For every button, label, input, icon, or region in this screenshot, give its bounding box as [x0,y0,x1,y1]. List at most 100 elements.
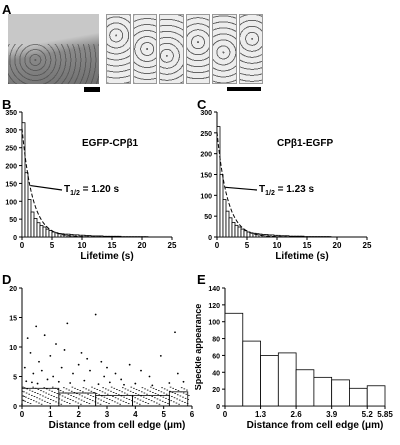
scatter-point-dense [144,402,147,403]
scatter-point-dense [67,393,70,395]
y-tick-label: 200 [5,164,17,171]
scatter-point-dense [147,403,150,405]
scatter-point-dense [93,392,95,393]
histogram-bar [219,174,224,238]
scatter-point-dense [137,394,140,396]
y-tick-label: 50 [9,217,17,224]
scatter-point-dense [68,389,70,391]
x-tick-label: 20 [138,241,147,250]
histogram-bar [33,218,38,238]
scatter-point [35,325,38,328]
scatter-point-dense [156,402,158,404]
y-tick-label: 100 [5,199,17,206]
x-tick-label: 5.2 [362,410,374,419]
scatter-point-dense [114,397,117,399]
scatter-point-dense [31,390,34,392]
scatter-point-dense [173,401,175,403]
scatter-point-dense [42,395,44,397]
scatter-point-dense [152,387,155,389]
scatter-point-dense [124,388,127,390]
scatter-point-dense [177,390,180,392]
scatter-point-dense [172,387,174,389]
scatter-point-dense [121,387,124,389]
scatter-point-dense [163,388,166,390]
scatter-point-dense [51,386,54,388]
scatter-point-dense [159,399,161,401]
scatter-point-dense [161,400,164,402]
lifetime-histogram-cpb1-egfp: 0 50 100 150 200 250 300 0 5 10 15 20 25 Lifetime (s)… [200,110,372,262]
scatter-point-dense [25,396,27,398]
scatter-point-dense [46,402,49,403]
scatter-point-dense [71,386,74,388]
scatter-point-dense [85,388,87,390]
x-tick-label: 1 [48,410,53,419]
scatter-point-dense [27,402,29,403]
scatter-point-dense [22,386,24,388]
histogram-bar [216,126,221,238]
histogram-bar [222,199,227,238]
scatter-point-dense [73,392,76,393]
scatter-point-dense [112,396,114,397]
scatter-point-dense [91,386,93,388]
histogram-bar [42,226,47,238]
scatter-point-dense [120,395,123,397]
y-tick-label: 80 [212,337,220,344]
scatter-point-dense [169,386,172,388]
scatter-point-dense [72,400,74,402]
scatter-point-dense [159,395,162,397]
x-tick-label: 1.3 [255,410,267,419]
scatter-point-dense [151,396,154,397]
scatter-point-dense [33,396,36,397]
histogram-bar [27,199,32,238]
scale-bar-overview [84,87,100,92]
scatter-point-dense [139,403,141,405]
scatter-point-dense [165,397,167,399]
scatter-point-dense [123,396,125,398]
y-tick-label: 20 [212,387,220,394]
scatter-point [38,360,40,363]
scatter-point-dense [39,394,42,396]
scatter-point-dense [140,391,143,393]
histogram-bar [39,225,44,238]
scatter-point-dense [80,399,83,401]
scatter-point-dense [103,396,106,398]
scatter-point-dense [82,391,84,393]
scatter-point-dense [56,393,59,395]
scatter-point-dense [104,388,107,390]
scatter-point-dense [34,392,36,393]
y-tick-label: 0 [208,235,212,242]
scatter-point-dense [104,392,106,394]
scatter-point-dense [108,399,111,400]
scatter-point-dense [108,403,110,405]
scatter-point-dense [69,399,72,400]
x-tick-label: 15 [303,241,312,250]
histogram-bar [30,211,35,238]
y-tick-label: 150 [200,173,212,180]
scatter-point-dense [101,391,104,393]
scatter-point-dense [40,403,43,405]
scatter-point-dense [75,397,78,399]
y-tick-label: 150 [5,181,17,188]
scatter-point-dense [58,398,61,400]
scatter-point-dense [136,402,138,404]
scatter-point [46,378,49,381]
scatter-point-dense [95,393,98,395]
scatter-point-dense [137,398,139,400]
scatter-point [100,360,103,363]
scatter-point [123,383,125,386]
scatter-point [60,366,63,369]
scatter-point [29,352,32,354]
scatter-point-dense [146,393,148,395]
scatter-point-dense [23,396,26,397]
y-tick-label: 100 [208,320,220,327]
panel-c-letter: C [197,97,207,112]
scatter-point [114,372,117,375]
panel-a-letter: A [2,2,12,17]
scatter-point-dense [183,388,186,390]
x-tick-label: 5 [50,241,55,250]
scatter-point-dense [74,387,76,389]
scatter-point-dense [175,389,177,390]
scatter-point-dense [178,403,180,405]
histogram-bar [260,355,279,407]
scatter-point-dense [144,388,146,390]
